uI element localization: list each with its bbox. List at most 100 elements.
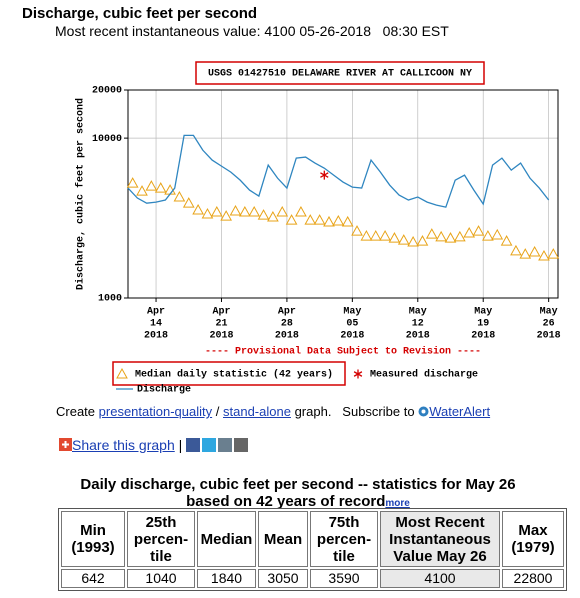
data-cell: 1840 [197, 569, 256, 588]
median-marker [519, 248, 532, 259]
x-tick-label: Apr [212, 307, 230, 318]
separator: | [178, 437, 183, 453]
median-marker [295, 205, 307, 217]
x-tick-label: May [343, 307, 361, 318]
median-marker [416, 235, 429, 246]
legend-label: Median daily statistic (42 years) [135, 369, 333, 381]
link[interactable]: WaterAlert [429, 404, 491, 419]
median-marker [267, 210, 279, 222]
x-tick-label: 2018 [471, 331, 495, 342]
median-marker [341, 215, 354, 227]
x-tick-label: 2018 [275, 331, 299, 342]
header-text: (1993) [71, 539, 115, 556]
header-cell: Median [197, 511, 256, 567]
header-text: Most Recent [395, 513, 485, 531]
median-marker [201, 208, 214, 219]
social-icons[interactable] [186, 438, 249, 452]
legend-label: Discharge [137, 384, 191, 396]
chart-title: USGS 01427510 DELAWARE RIVER AT CALLICOO… [208, 69, 472, 80]
x-tick-label: May [540, 307, 558, 318]
table-subtitle: based on 42 years of record [186, 493, 386, 510]
measured-marker [320, 170, 329, 180]
data-cell: 642 [61, 569, 125, 588]
median-marker [210, 205, 223, 217]
median-marker [173, 191, 186, 202]
provisional-note: ---- Provisional Data Subject to Revisio… [205, 346, 481, 358]
x-tick-label: May [474, 307, 492, 318]
x-tick-label: May [409, 307, 427, 318]
x-tick-label: 21 [215, 319, 227, 330]
median-marker [332, 215, 345, 226]
table-title: Daily discharge, cubic feet per second -… [0, 476, 580, 512]
chart: USGS 01427510 DELAWARE RIVER AT CALLICOO… [75, 61, 561, 396]
median-marker [257, 209, 270, 220]
median-marker [192, 204, 204, 215]
median-marker [538, 250, 550, 261]
median-marker [472, 225, 485, 236]
median-marker [547, 248, 560, 259]
y-tick-label: 20000 [92, 86, 122, 97]
median-marker [425, 228, 438, 239]
header-text: Instantaneous [389, 530, 491, 548]
header-cell: 75th percen-tile [310, 511, 378, 567]
link[interactable]: presentation-quality [98, 404, 213, 419]
median-marker [388, 232, 401, 243]
page-subtitle: Most recent instantaneous value: 4100 05… [55, 23, 449, 39]
header-text: tile [150, 547, 172, 565]
median-marker [276, 205, 289, 217]
data-cell: 4100 [380, 569, 500, 588]
data-cell: 3050 [258, 569, 308, 588]
x-tick-label: 2018 [537, 331, 561, 342]
median-marker [136, 185, 148, 196]
median-marker [304, 214, 317, 225]
median-marker [220, 210, 233, 221]
median-marker [360, 230, 373, 241]
header-text: Min [80, 522, 106, 539]
header-text: percen- [316, 530, 372, 548]
link-row: Create presentation-quality / stand-alon… [56, 404, 490, 419]
header-text: Median [200, 530, 253, 548]
legend-highlight [112, 361, 346, 386]
header-cell: Most Recent Instantaneous Value May 26 [380, 511, 500, 567]
header-cell: Min (1993) [61, 511, 125, 567]
plot-area [128, 90, 558, 298]
x-tick-label: 2018 [340, 331, 364, 342]
x-tick-label: 2018 [144, 331, 168, 342]
median-marker [248, 205, 261, 217]
y-tick-label: 10000 [92, 134, 122, 145]
legend-symbol [116, 367, 128, 379]
median-marker [369, 230, 382, 241]
y-axis-label: Discharge, cubic feet per second [75, 98, 87, 290]
median-marker [482, 230, 494, 241]
data-cell: 1040 [127, 569, 195, 588]
link[interactable]: stand-alone [223, 404, 291, 419]
header-cell: Mean [258, 511, 308, 567]
median-marker [154, 182, 167, 193]
legend-label: Measured discharge [370, 369, 478, 381]
data-row: 642 1040 1840 3050 3590 4100 22800 [61, 569, 564, 588]
median-marker [407, 235, 419, 247]
data-cell: 3590 [310, 569, 378, 588]
text: Create [56, 404, 96, 419]
header-text: 75th [328, 513, 360, 531]
share-link[interactable]: Share this graph [72, 437, 175, 453]
text: Subscribe to [342, 404, 415, 419]
median-marker [397, 234, 410, 245]
median-marker [491, 228, 504, 240]
header-cell: Max (1979) [502, 511, 564, 567]
median-marker [435, 230, 448, 242]
more-link[interactable]: more [385, 498, 410, 509]
stats-table: Min (1993) 25th percen-tile Median Mean 75th pe… [58, 508, 567, 591]
data-cell: 22800 [502, 569, 564, 588]
median-marker [510, 244, 522, 256]
median-marker [238, 205, 251, 217]
x-tick-label: 26 [543, 319, 555, 330]
median-marker [351, 225, 363, 236]
x-tick-label: Apr [278, 307, 296, 318]
x-tick-label: Apr [147, 307, 165, 318]
median-marker [444, 232, 457, 243]
text: / [215, 404, 220, 419]
median-marker [182, 197, 195, 208]
median-marker [145, 180, 158, 191]
